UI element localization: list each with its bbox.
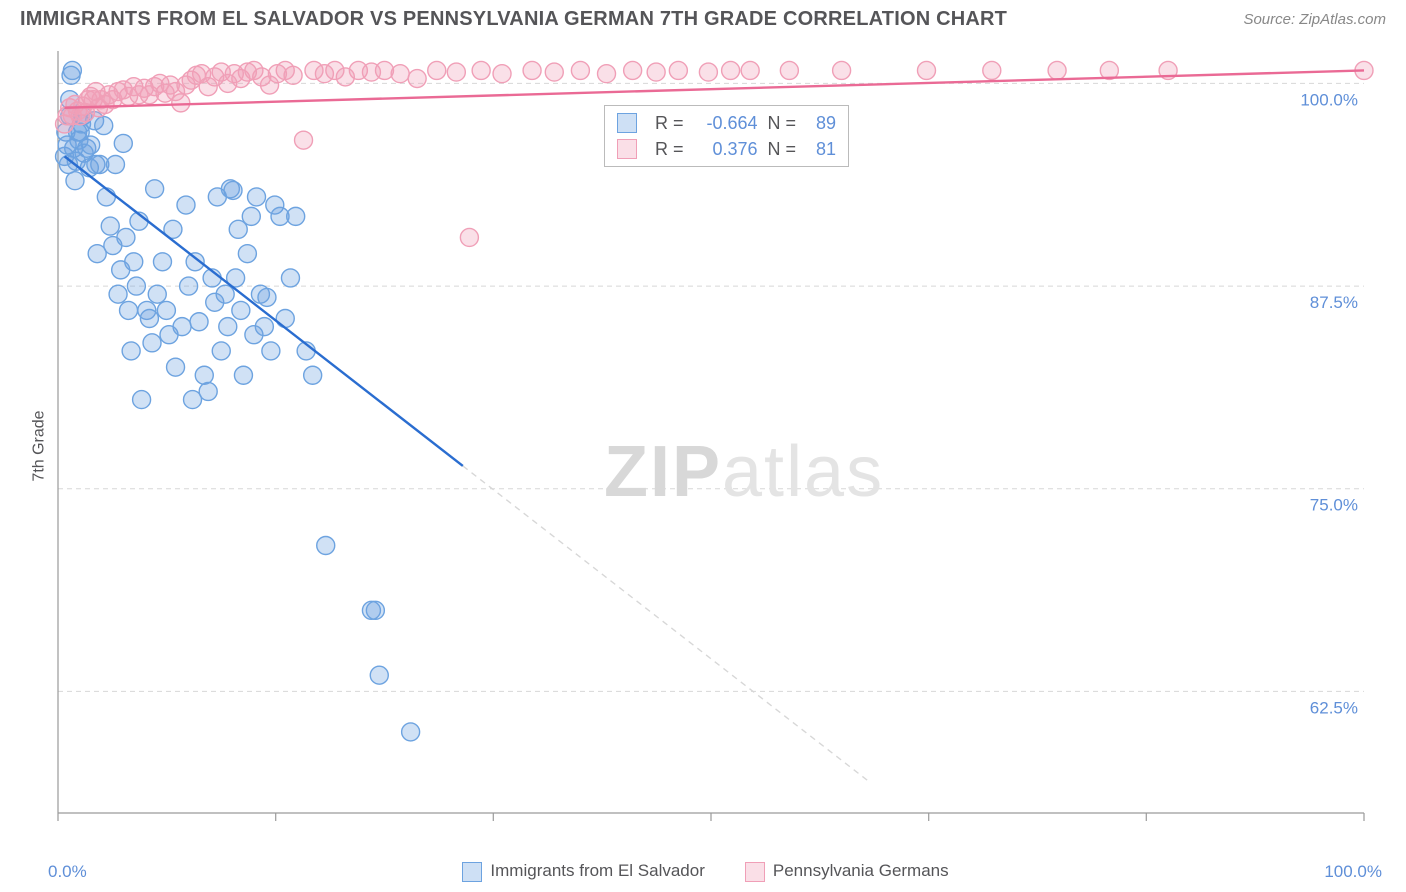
stats-row: R = 0.376 N = 81 — [617, 136, 836, 162]
chart-header: IMMIGRANTS FROM EL SALVADOR VS PENNSYLVA… — [0, 0, 1406, 35]
bottom-legend: 0.0% Immigrants from El Salvador Pennsylv… — [44, 861, 1386, 882]
chart-container: 62.5%75.0%87.5%100.0% ZIPatlas R =-0.664… — [44, 41, 1386, 829]
x-min-label: 0.0% — [48, 862, 87, 882]
legend-items: Immigrants from El Salvador Pennsylvania … — [462, 861, 948, 882]
svg-text:75.0%: 75.0% — [1310, 496, 1358, 515]
stat-label: N = — [768, 113, 797, 134]
legend-swatch — [617, 113, 637, 133]
svg-text:100.0%: 100.0% — [1300, 90, 1358, 109]
stat-label: N = — [768, 139, 797, 160]
legend-swatch — [462, 862, 482, 882]
stat-r-value: -0.664 — [694, 113, 758, 134]
stat-label: R = — [655, 139, 684, 160]
stats-row: R = -0.664 N = 89 — [617, 110, 836, 136]
legend-label: Immigrants from El Salvador — [490, 861, 704, 880]
stat-n-value: 81 — [806, 139, 836, 160]
svg-text:87.5%: 87.5% — [1310, 293, 1358, 312]
legend-label: Pennsylvania Germans — [773, 861, 949, 880]
legend-swatch — [617, 139, 637, 159]
legend-item: Pennsylvania Germans — [745, 861, 949, 882]
legend-item: Immigrants from El Salvador — [462, 861, 704, 882]
legend-swatch — [745, 862, 765, 882]
stat-r-value: 0.376 — [694, 139, 758, 160]
stat-n-value: 89 — [806, 113, 836, 134]
svg-text:62.5%: 62.5% — [1310, 698, 1358, 717]
x-max-label: 100.0% — [1324, 862, 1382, 882]
chart-title: IMMIGRANTS FROM EL SALVADOR VS PENNSYLVA… — [20, 8, 1007, 31]
stat-label: R = — [655, 113, 684, 134]
correlation-stats-box: R = -0.664 N = 89 R = 0.376 N = 81 — [604, 105, 849, 167]
chart-source: Source: ZipAtlas.com — [1243, 11, 1386, 28]
